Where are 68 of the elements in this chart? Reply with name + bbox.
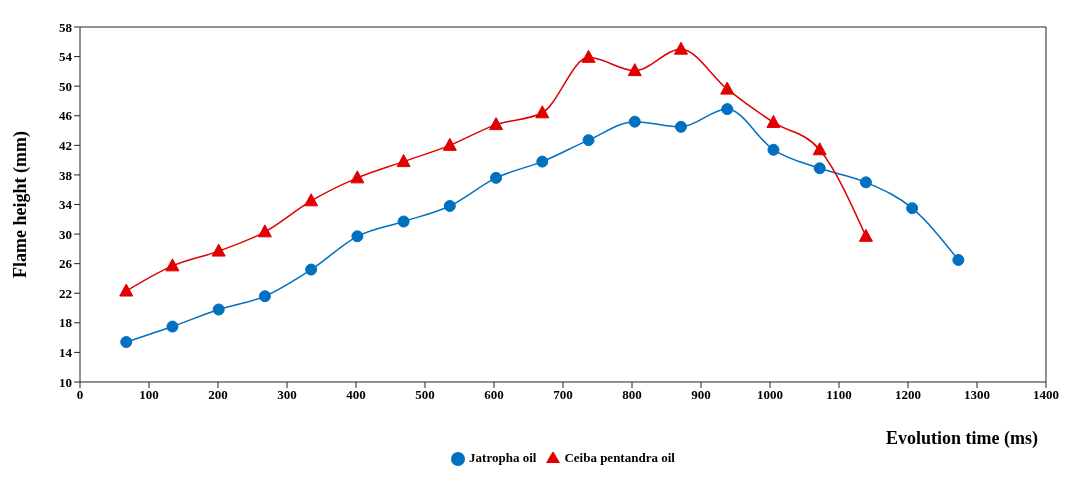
point bbox=[442, 137, 457, 151]
y-tick-label: 34 bbox=[59, 197, 73, 213]
y-tick-label: 26 bbox=[59, 256, 73, 272]
y-tick-label: 18 bbox=[59, 315, 73, 331]
point bbox=[767, 143, 780, 156]
x-tick-label: 700 bbox=[553, 387, 573, 403]
point bbox=[257, 224, 272, 238]
point bbox=[258, 290, 271, 303]
y-tick-label: 58 bbox=[59, 19, 73, 35]
point bbox=[906, 202, 919, 215]
y-tick-label: 10 bbox=[59, 374, 72, 390]
point bbox=[305, 263, 318, 276]
point bbox=[443, 199, 456, 212]
y-tick-label: 42 bbox=[59, 137, 72, 153]
point bbox=[812, 142, 827, 156]
point bbox=[721, 103, 734, 116]
point bbox=[397, 215, 410, 228]
point bbox=[166, 320, 179, 333]
x-tick-label: 1000 bbox=[757, 387, 783, 403]
y-tick-label: 38 bbox=[59, 167, 73, 183]
x-tick-label: 900 bbox=[691, 387, 711, 403]
point bbox=[489, 117, 504, 131]
point bbox=[674, 120, 687, 133]
point bbox=[211, 243, 226, 257]
legend-label: Jatropha oil bbox=[469, 449, 537, 465]
point bbox=[859, 176, 872, 189]
x-tick-label: 300 bbox=[277, 387, 297, 403]
point bbox=[490, 171, 503, 184]
point bbox=[120, 336, 133, 349]
x-tick-label: 1400 bbox=[1033, 387, 1059, 403]
legend-label: Ceiba pentandra oil bbox=[564, 449, 675, 465]
x-tick-label: 100 bbox=[139, 387, 159, 403]
y-tick-label: 14 bbox=[59, 345, 73, 361]
point bbox=[351, 230, 364, 243]
x-tick-label: 600 bbox=[484, 387, 504, 403]
y-tick-label: 22 bbox=[59, 285, 72, 301]
x-tick-label: 0 bbox=[76, 387, 84, 403]
x-tick-label: 400 bbox=[346, 387, 366, 403]
point bbox=[396, 154, 411, 168]
point bbox=[582, 134, 595, 147]
x-tick-label: 800 bbox=[622, 387, 642, 403]
point bbox=[581, 49, 596, 63]
point bbox=[350, 170, 365, 184]
point bbox=[535, 105, 550, 119]
x-tick-label: 1200 bbox=[895, 387, 921, 403]
point bbox=[858, 228, 873, 242]
y-axis-title: Flame height (mm) bbox=[10, 131, 32, 278]
x-tick-label: 200 bbox=[208, 387, 228, 403]
point bbox=[720, 81, 735, 95]
point bbox=[628, 115, 641, 128]
y-tick-label: 54 bbox=[59, 49, 73, 65]
point bbox=[766, 114, 781, 128]
x-tick-label: 500 bbox=[415, 387, 435, 403]
point bbox=[536, 155, 549, 168]
y-tick-label: 50 bbox=[59, 78, 72, 94]
point bbox=[813, 162, 826, 175]
point bbox=[119, 283, 134, 297]
point bbox=[952, 253, 965, 266]
x-axis-title: Evolution time (ms) bbox=[886, 427, 1038, 449]
point bbox=[673, 41, 688, 55]
point bbox=[627, 63, 642, 77]
point bbox=[165, 258, 180, 272]
x-tick-label: 1300 bbox=[964, 387, 990, 403]
point bbox=[304, 193, 319, 207]
point bbox=[212, 303, 225, 316]
y-tick-label: 30 bbox=[59, 226, 72, 242]
x-tick-label: 1100 bbox=[826, 387, 852, 403]
y-tick-label: 46 bbox=[59, 108, 73, 124]
